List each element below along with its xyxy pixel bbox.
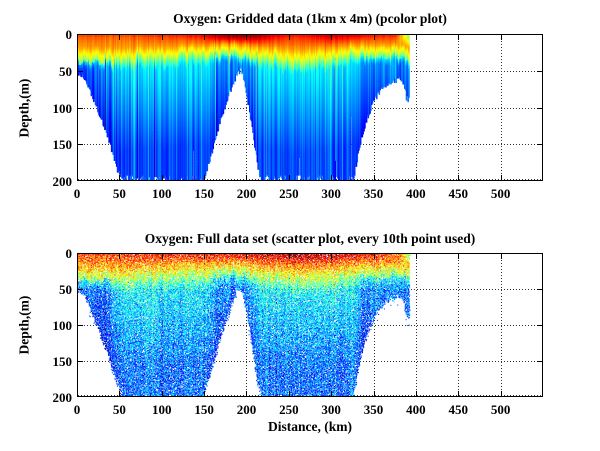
x-tick-label: 500 [490, 402, 511, 417]
x-axis-label: Distance, (km) [268, 419, 352, 434]
y-tick-label: 0 [65, 27, 73, 42]
x-tick-label: 350 [363, 402, 384, 417]
x-tick-label: 400 [406, 402, 426, 417]
x-tick-label: 200 [236, 402, 257, 417]
x-tick-label: 250 [279, 402, 299, 417]
x-tick-label: 450 [448, 186, 469, 201]
y-tick-label: 200 [52, 174, 73, 189]
x-tick-label: 500 [490, 186, 511, 201]
y-tick-label: 50 [59, 282, 72, 297]
scatter-plot-canvas [77, 253, 543, 397]
bottom-plot-area [77, 253, 543, 397]
x-tick-label: 150 [194, 402, 214, 417]
y-tick-label: 150 [52, 137, 73, 153]
top-plot-title: Oxygen: Gridded data (1km x 4m) (pcolor … [173, 11, 447, 26]
x-tick-label: 300 [321, 186, 341, 201]
y-tick-label: 50 [59, 63, 72, 79]
y-tick-label: 200 [52, 390, 73, 405]
y-tick-label: 100 [52, 100, 73, 116]
x-tick-label: 50 [112, 402, 126, 417]
pcolor-plot-canvas [77, 34, 543, 181]
top-plot-area [77, 34, 543, 181]
bottom-plot-title: Oxygen: Full data set (scatter plot, eve… [144, 231, 476, 246]
x-tick-label: 100 [151, 402, 172, 417]
x-tick-label: 100 [151, 186, 172, 201]
y-tick-label: 150 [52, 354, 73, 369]
x-tick-label: 400 [406, 186, 426, 201]
x-tick-label: 150 [194, 186, 214, 201]
x-tick-label: 0 [73, 186, 81, 201]
x-tick-label: 0 [73, 402, 81, 417]
x-tick-label: 200 [236, 186, 257, 201]
x-tick-label: 300 [321, 402, 341, 417]
x-tick-label: 350 [363, 186, 384, 201]
y-tick-label: 0 [65, 246, 73, 261]
x-tick-label: 450 [448, 402, 469, 417]
y-tick-label: 100 [52, 318, 73, 333]
x-tick-label: 50 [112, 186, 126, 201]
x-tick-label: 250 [279, 186, 299, 201]
